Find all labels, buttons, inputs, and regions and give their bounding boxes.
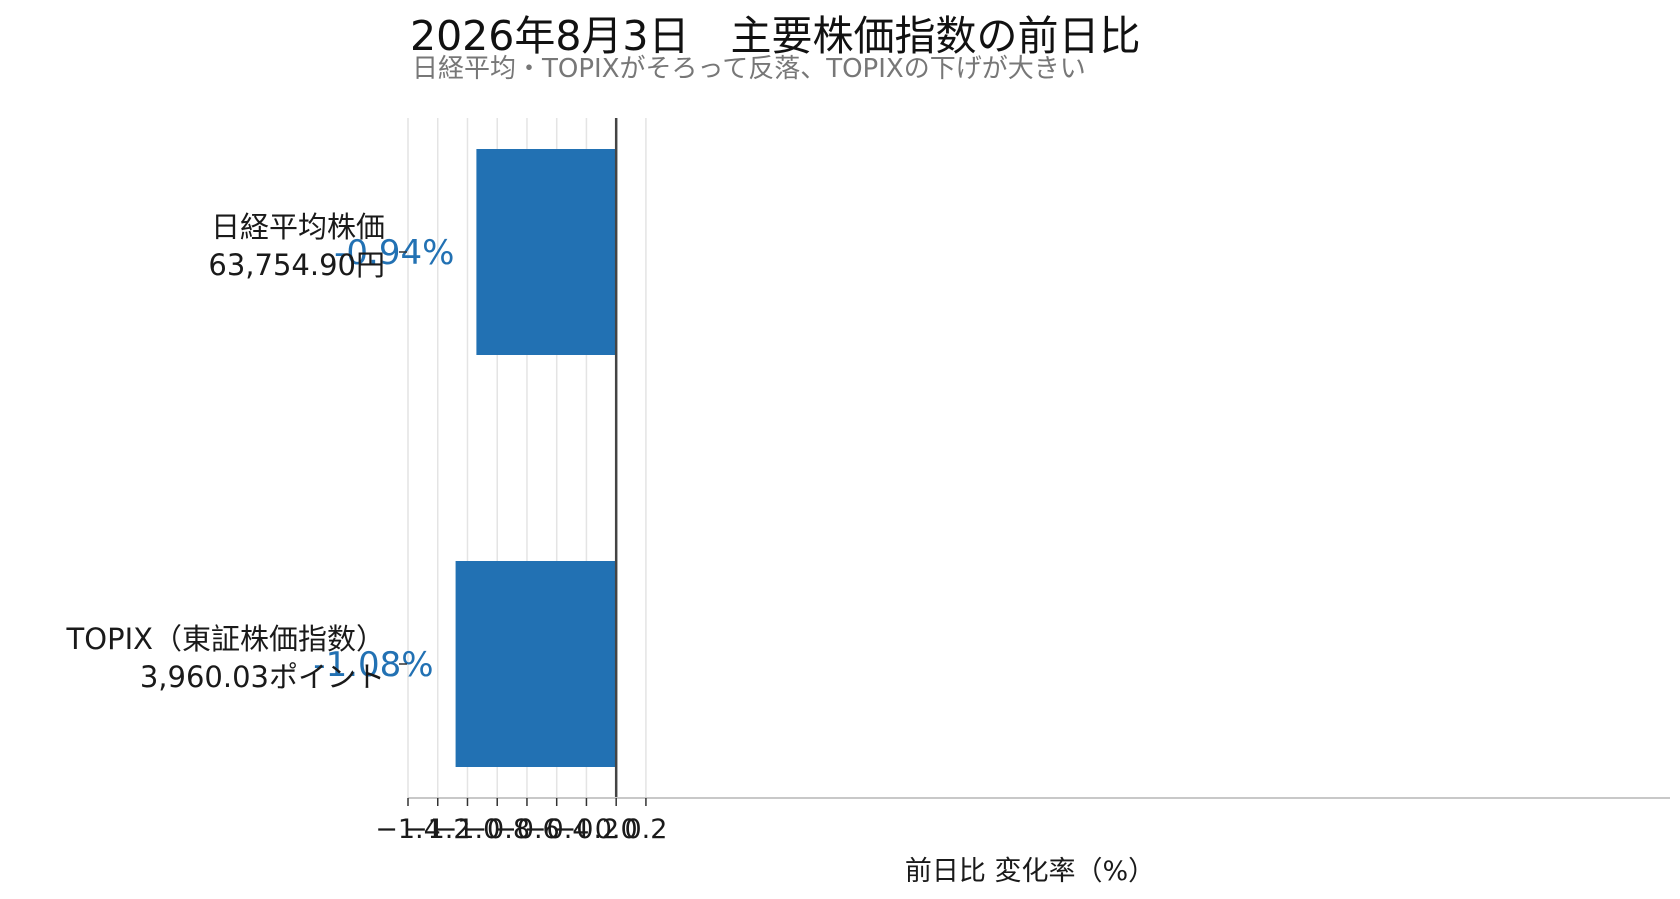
x-tick-label: −0.4: [524, 814, 590, 845]
y-tick-label: 日経平均株価: [211, 210, 385, 244]
bars: [455, 118, 618, 798]
y-tick-label: 3,960.03ポイント: [140, 660, 385, 694]
x-tick-label: 0.0: [595, 814, 638, 845]
y-axis: 日経平均株価 63,754.90円 TOPIX（東証株価指数） 3,960.03ポイン…: [66, 210, 407, 694]
chart-title: 2026年8月3日 主要株価指数の前日比: [410, 12, 1141, 60]
y-tick-label: 63,754.90円: [208, 248, 385, 282]
x-tick-label: −0.2: [554, 814, 620, 845]
x-tick-label: −0.6: [494, 814, 560, 845]
x-tick-label: −1.0: [435, 814, 501, 845]
data-label: -0.94%: [334, 233, 454, 273]
x-axis-label: 前日比 変化率（%）: [905, 856, 1155, 887]
x-tick-label: −1.2: [405, 814, 471, 845]
y-tick-label: TOPIX（東証株価指数）: [66, 622, 385, 656]
x-tick-label: −1.4: [375, 814, 441, 845]
data-labels: -0.94% -1.08%: [313, 233, 454, 685]
bar: [455, 561, 617, 767]
x-tick-label: 0.2: [624, 814, 667, 845]
x-tick-label: −0.8: [464, 814, 530, 845]
x-axis: −1.4−1.2−1.0−0.8−0.6−0.4−0.20.00.2: [375, 797, 1670, 845]
bar: [476, 149, 617, 355]
chart-subtitle: 日経平均・TOPIXがそろって反落、TOPIXの下げが大きい: [412, 54, 1086, 84]
data-label: -1.08%: [313, 645, 433, 685]
